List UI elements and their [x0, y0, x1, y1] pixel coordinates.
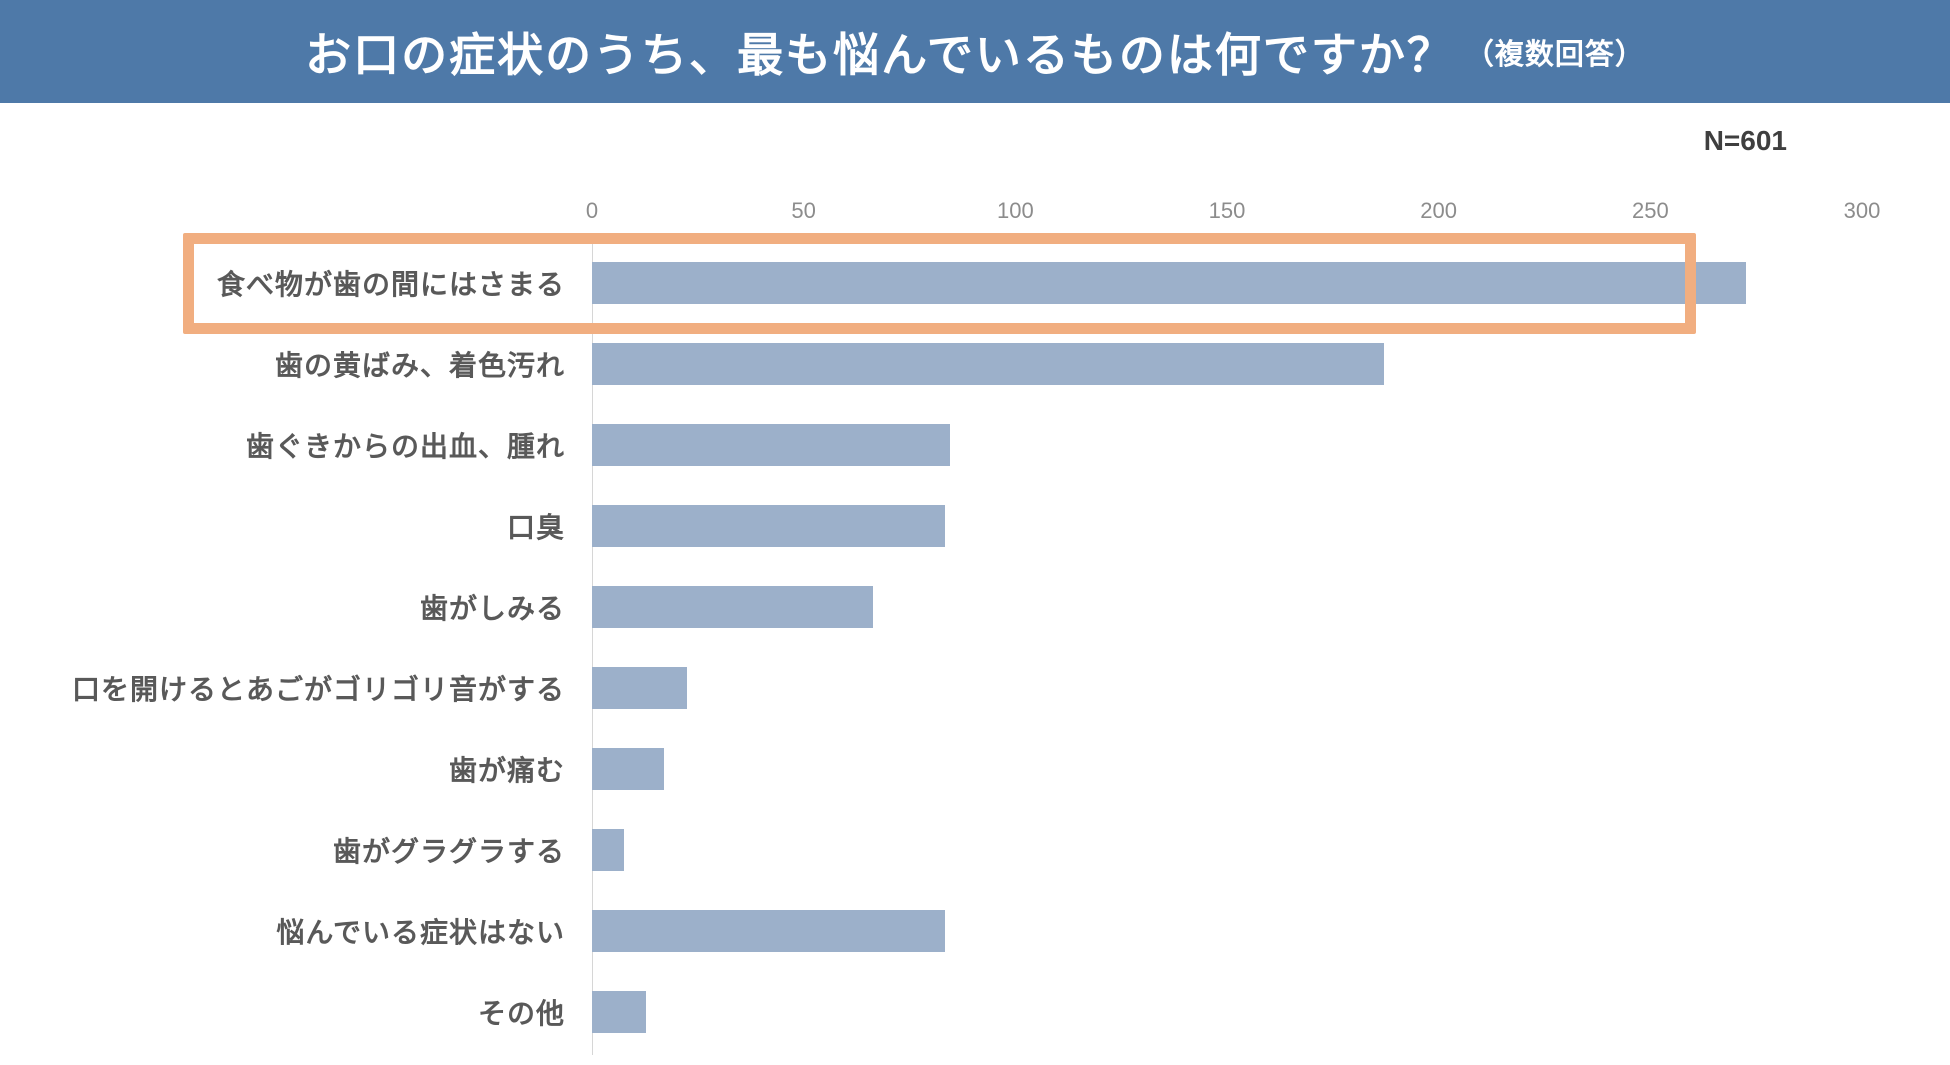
bar-row: 歯が痛む [0, 728, 1950, 809]
bar-area [592, 242, 1950, 323]
page-title-suffix: （複数回答） [1464, 38, 1645, 71]
bar-row: 食べ物が歯の間にはさまる [0, 242, 1950, 323]
bar [592, 585, 873, 628]
bar-row: 口を開けるとあごがゴリゴリ音がする [0, 647, 1950, 728]
bar-area [592, 971, 1950, 1052]
x-axis-tick-label: 250 [1631, 198, 1669, 223]
category-label: 歯ぐきからの出血、腫れ [245, 430, 565, 462]
bar [592, 342, 1385, 385]
category-label: 歯の黄ばみ、着色汚れ [274, 349, 565, 381]
x-axis-tick-label: 200 [1420, 198, 1458, 223]
category-label: 歯がしみる [419, 592, 565, 624]
bar [592, 261, 1747, 304]
bar [592, 909, 946, 952]
bar-area [592, 890, 1950, 971]
bar [592, 990, 647, 1033]
bar-area [592, 728, 1950, 809]
bar-area [592, 647, 1950, 728]
bar-row: 歯の黄ばみ、着色汚れ [0, 323, 1950, 404]
bar-row: 口臭 [0, 485, 1950, 566]
bar-chart: N=601 0 50 100 150 200 250 300 食べ物が歯の間にはさまる歯の黄… [0, 103, 1950, 1065]
category-label: 食べ物が歯の間にはさまる [216, 268, 565, 300]
x-axis-tick-label: 150 [1208, 198, 1246, 223]
bar-area [592, 323, 1950, 404]
bar-row: 歯がグラグラする [0, 809, 1950, 890]
bar-row: 悩んでいる症状はない [0, 890, 1950, 971]
chart-title-banner: お口の症状のうち、最も悩んでいるものは何ですか？ （複数回答） [0, 0, 1950, 103]
x-axis-tick-label: 0 [585, 198, 599, 223]
x-axis-tick-label: 100 [996, 198, 1034, 223]
bar [592, 828, 624, 871]
bar-row: その他 [0, 971, 1950, 1052]
category-label: その他 [477, 997, 565, 1029]
bar-rows: 食べ物が歯の間にはさまる歯の黄ばみ、着色汚れ歯ぐきからの出血、腫れ口臭歯がしみる… [0, 242, 1950, 1052]
category-label: 歯がグラグラする [332, 835, 565, 867]
bar-area [592, 485, 1950, 566]
sample-size-label: N=601 [1703, 125, 1787, 156]
bar [592, 504, 946, 547]
y-axis-line [592, 238, 593, 1055]
bar-row: 歯ぐきからの出血、腫れ [0, 404, 1950, 485]
bar [592, 666, 688, 709]
bar-area [592, 809, 1950, 890]
bar-area [592, 566, 1950, 647]
page-title: お口の症状のうち、最も悩んでいるものは何ですか？ [305, 28, 1455, 81]
x-axis-tick-label: 300 [1843, 198, 1881, 223]
bar [592, 747, 665, 790]
bar-row: 歯がしみる [0, 566, 1950, 647]
category-label: 歯が痛む [448, 754, 565, 786]
x-axis-ticks: 0 50 100 150 200 250 300 [586, 198, 1880, 228]
bar-area [592, 404, 1950, 485]
bar [592, 423, 950, 466]
category-label: 悩んでいる症状はない [276, 916, 565, 948]
category-label: 口を開けるとあごがゴリゴリ音がする [71, 673, 565, 705]
x-axis-tick-label: 50 [791, 198, 816, 223]
category-label: 口臭 [506, 511, 565, 543]
